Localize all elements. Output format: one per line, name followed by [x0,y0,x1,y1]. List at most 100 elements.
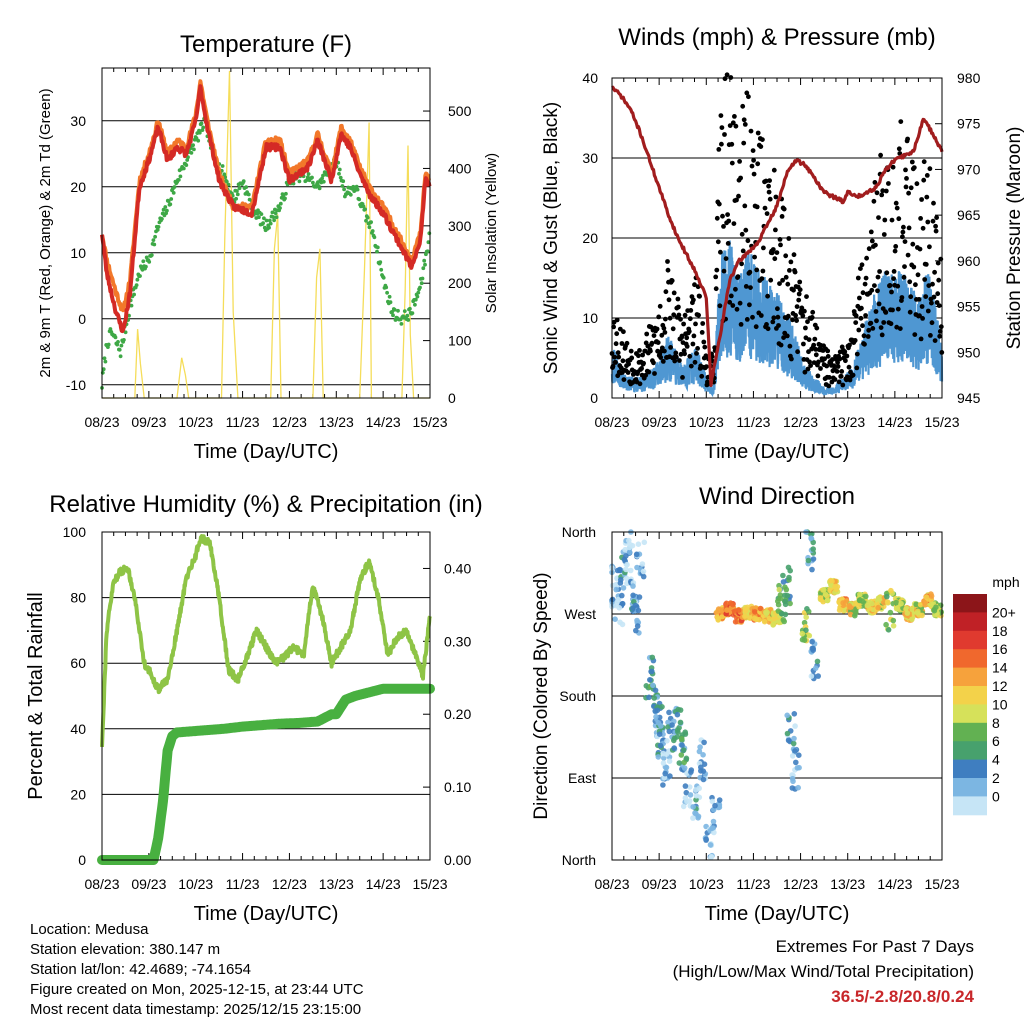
gust-point [908,294,914,300]
gust-point [733,123,739,129]
direction-point [787,567,793,574]
dewpoint-point [160,217,164,221]
dewpoint-point [416,290,421,295]
direction-point [887,609,894,616]
direction-point [633,551,640,558]
gust-point [802,308,807,314]
dewpoint-point [278,206,282,210]
direction-point [803,627,809,633]
dewpoint-point [420,276,425,281]
direction-point [627,567,634,574]
direction-point [680,803,687,810]
plot-frame [101,67,431,399]
gust-point [863,275,869,281]
y-tick-label: 40 [70,721,86,737]
extremes-title: Extremes For Past 7 Days [775,937,974,956]
direction-point [810,556,817,562]
direction-point [735,607,742,613]
direction-point [709,798,716,805]
direction-point [666,709,672,716]
direction-point [922,599,928,606]
gust-point [626,361,631,367]
direction-point [683,789,690,796]
direction-point [616,605,623,611]
gust-point [835,364,841,369]
gust-point [645,343,651,349]
y-right-tick-label: 975 [957,116,981,132]
extremes-values: 36.5/-2.8/20.8/0.24 [831,987,974,1006]
direction-point [613,586,619,593]
direction-point [931,607,938,614]
dewpoint-point [413,302,417,307]
gust-point [930,218,936,224]
gust-point [872,283,877,288]
direction-point [658,723,664,729]
x-tick-label: 13/23 [830,876,865,892]
direction-point [674,711,681,718]
direction-point [780,572,786,579]
direction-point [698,764,704,771]
y-tick-label: 0 [590,390,598,406]
dewpoint-point [365,215,370,220]
gust-point [758,144,764,150]
gust-point [665,259,670,264]
gust-point [724,72,730,78]
dewpoint-point [244,185,249,190]
gust-point [891,269,897,274]
gust-point [797,279,803,285]
gust-point [743,227,749,233]
dewpoint-point [273,211,278,216]
gust-point [777,281,782,286]
dewpoint-point [222,172,227,177]
direction-point [612,616,618,622]
dewpoint-point [171,191,176,195]
gust-point [752,254,757,260]
y-tick-label: 60 [70,655,86,671]
gust-point [718,113,724,118]
direction-point [792,723,798,729]
gust-point [888,321,894,327]
dewpoint-point [375,245,380,250]
gust-point [639,366,644,371]
dewpoint-point [106,342,111,347]
direction-point [666,758,673,764]
dewpoint-point [147,260,152,264]
dewpoint-point [235,189,239,193]
direction-point [790,778,796,785]
gust-point [815,373,821,379]
gust-point [740,248,746,254]
gust-point [915,272,921,278]
dewpoint-point [405,313,410,318]
colorbar-label: 18 [992,623,1008,639]
direction-point [776,586,783,593]
gust-point [902,239,908,245]
gust-point [666,297,672,303]
gust-point [890,164,896,170]
gust-point [843,358,848,364]
dewpoint-point [224,179,229,184]
gust-point [793,313,798,318]
gust-point [927,244,932,250]
y-tick-label: 30 [70,113,86,129]
direction-point [683,755,690,762]
gust-point [737,159,742,164]
gust-point [816,359,821,365]
dewpoint-point [144,264,148,269]
gust-point [651,333,657,338]
colorbar-swatch [953,759,987,779]
direction-point [883,621,889,628]
gust-point [721,224,726,229]
gust-point [723,256,729,261]
x-tick-label: 11/23 [226,876,260,892]
gust-point [621,329,626,335]
dewpoint-point [259,212,264,217]
station-info: Location: Medusa Station elevation: 380.… [30,920,364,1020]
dewpoint-point [418,285,422,290]
dewpoint-point [156,225,161,229]
gust-point [919,304,925,309]
dewpoint-point [378,260,383,264]
y-tick-label: 10 [582,310,598,326]
y-tick-label: 20 [70,179,86,195]
dewpoint-point [369,220,373,225]
x-tick-label: 13/23 [830,414,865,430]
